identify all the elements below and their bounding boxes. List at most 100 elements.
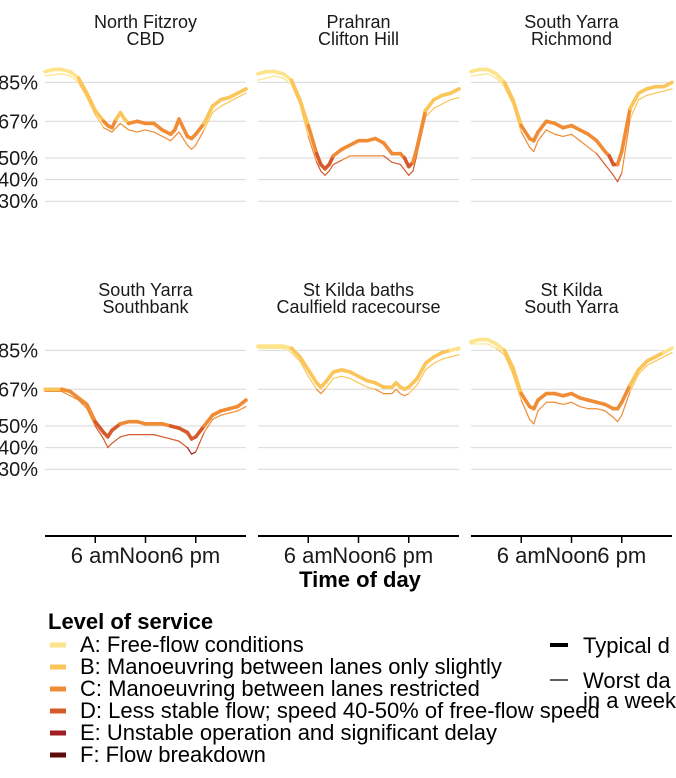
typical-day-line-segment xyxy=(306,123,319,156)
x-tick-label: 6 am xyxy=(497,543,546,568)
worst-day-line-segment xyxy=(621,118,631,174)
y-tick-label: 67% xyxy=(0,111,38,133)
typical-day-line-segment xyxy=(619,106,632,154)
worst-day-line-segment xyxy=(170,131,180,142)
worst-day-line-segment xyxy=(86,96,96,116)
worst-day-line-segment xyxy=(119,434,130,438)
worst-day-line-segment xyxy=(211,414,222,421)
worst-day-line-segment xyxy=(153,131,163,137)
typical-day-line-segment xyxy=(235,398,248,409)
x-axes: 6 am Noon 6 pm 6 am Noon 6 pm 6 am Noon 6 pm xyxy=(45,535,672,568)
worst-day-line-segment xyxy=(195,129,205,146)
typical-day-line-segment xyxy=(306,368,319,385)
typical-day-line-segment xyxy=(519,123,532,141)
worst-day-line-segment xyxy=(487,73,497,79)
typical-day-line-segment xyxy=(193,424,206,439)
worst-day-line-segment xyxy=(282,347,293,354)
typical-day-line-segment xyxy=(202,104,215,126)
typical-day-line-segment xyxy=(289,78,302,102)
worst-day-line-segment xyxy=(450,96,460,101)
y-tick-label: 50% xyxy=(0,148,38,170)
worst-day-line-segment xyxy=(612,416,619,423)
worst-day-line-segment xyxy=(128,129,138,133)
worst-day-line-segment xyxy=(332,375,343,380)
worst-day-line-segment xyxy=(119,122,130,131)
worst-day-line-segment xyxy=(153,434,163,438)
typical-day-line-segment xyxy=(423,97,436,113)
y-tick-label: 40% xyxy=(0,170,38,192)
worst-day-line-segment xyxy=(178,440,188,449)
typical-day-line-segment xyxy=(502,80,515,102)
typical-day-line-segment xyxy=(619,383,632,405)
panel-title-from: South Yarra xyxy=(98,280,193,300)
panel-title-from: Prahran xyxy=(326,12,390,32)
worst-day-line-segment xyxy=(399,163,410,176)
worst-day-line-segment xyxy=(320,170,326,176)
worst-day-line-segment xyxy=(487,343,497,349)
worst-day-line-segment xyxy=(646,360,656,367)
worst-day-line-segment xyxy=(654,356,665,362)
typical-day-line-segment xyxy=(323,370,336,385)
worst-day-line xyxy=(470,343,673,425)
legend-label: A: Free-flow conditions xyxy=(80,632,304,657)
worst-day-line-segment xyxy=(341,375,351,380)
typical-day-line xyxy=(469,337,674,411)
panel-title-from: North Fitzroy xyxy=(94,12,197,32)
worst-day-line-segment xyxy=(341,155,351,161)
typical-day-line-segment xyxy=(406,376,419,389)
worst-day-line-segment xyxy=(629,99,640,120)
worst-day-line-segment xyxy=(512,373,522,401)
worst-day-line-segment xyxy=(94,425,105,440)
worst-day-line-segment xyxy=(616,414,623,423)
worst-day-line-segment xyxy=(111,122,121,133)
worst-day-line-segment xyxy=(646,92,656,96)
panel-title-to: CBD xyxy=(126,29,164,49)
x-tick-label: 6 am xyxy=(71,543,120,568)
worst-day-line-segment xyxy=(520,399,531,421)
worst-day-line-segment xyxy=(211,105,222,114)
worst-day-line-segment xyxy=(520,131,531,148)
worst-day-line-segment xyxy=(616,172,623,183)
worst-day-line-segment xyxy=(237,92,247,99)
worst-day-line-segment xyxy=(408,170,414,176)
worst-day-line-segment xyxy=(391,388,397,395)
worst-day-line-segment xyxy=(282,77,293,86)
typical-day-line-segment xyxy=(85,402,98,424)
typical-day-line xyxy=(256,69,461,171)
worst-day-line-segment xyxy=(316,161,322,172)
worst-day-line-segment xyxy=(587,146,598,155)
typical-day-line-segment xyxy=(93,419,106,435)
worst-day-line-segment xyxy=(637,364,648,375)
worst-day-line-segment xyxy=(596,408,606,412)
legend-linetype-label: Worst da xyxy=(583,668,671,693)
worst-day-line-segment xyxy=(579,140,589,148)
typical-day-line-segment xyxy=(448,346,461,353)
worst-day-line-segment xyxy=(503,354,514,375)
x-tick-label: 6 pm xyxy=(384,543,433,568)
worst-day-line-segment xyxy=(412,153,418,172)
typical-day-line-segment xyxy=(289,346,302,359)
worst-day-line-segment xyxy=(328,163,334,172)
worst-day-line-segment xyxy=(399,393,406,397)
worst-day-line-segment xyxy=(332,159,343,166)
worst-day-line xyxy=(470,73,673,183)
x-tick-label: 6 pm xyxy=(171,543,220,568)
typical-day-line-segment xyxy=(235,87,248,95)
worst-day-line-segment xyxy=(111,436,121,444)
worst-day-line-segment xyxy=(366,386,376,390)
panel-title-from: St Kilda xyxy=(540,280,603,300)
worst-day-line-segment xyxy=(450,354,460,358)
typical-day-line-segment xyxy=(85,91,98,113)
worst-day-line-segment xyxy=(299,360,309,377)
worst-day-line-segment xyxy=(629,373,640,393)
worst-day-line-segment xyxy=(424,362,435,371)
worst-day-line-segment xyxy=(228,96,239,103)
worst-day-line-segment xyxy=(220,412,230,416)
legend-label: D: Less stable flow; speed 40-50% of fre… xyxy=(80,698,600,723)
worst-day-line-segment xyxy=(77,81,88,99)
worst-day-line-segment xyxy=(161,436,172,440)
typical-day-line-segment xyxy=(202,413,215,428)
